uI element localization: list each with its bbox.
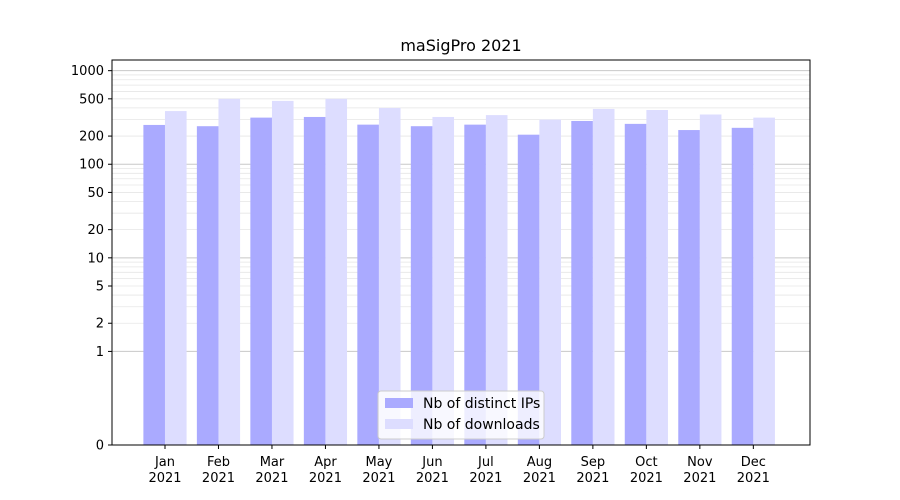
x-tick-label-year: 2021 — [148, 471, 181, 486]
y-tick-label: 5 — [96, 280, 104, 295]
y-axis: 0 1 2 5 10 20 50 100 200 500 1000 — [71, 64, 112, 454]
y-tick-label: 0 — [96, 439, 104, 454]
x-tick-label-month: Oct — [635, 455, 657, 470]
legend-swatch-distinct-ips — [385, 398, 413, 408]
legend: Nb of distinct IPs Nb of downloads — [377, 390, 545, 440]
x-tick-label-year: 2021 — [576, 471, 609, 486]
x-tick-label-month: Nov — [687, 455, 713, 470]
x-tick-label-month: Dec — [741, 455, 766, 470]
x-tick-label-month: Sep — [581, 455, 606, 470]
bar-downloads — [432, 116, 455, 446]
bar-downloads — [325, 98, 348, 446]
bar-distinct-ips — [517, 134, 540, 445]
bar-downloads — [378, 107, 401, 446]
x-tick-label-year: 2021 — [469, 471, 502, 486]
bar-downloads — [164, 111, 187, 445]
x-tick-label-month: Feb — [207, 455, 230, 470]
bar-distinct-ips — [250, 117, 272, 445]
y-tick-label: 100 — [79, 158, 104, 173]
legend-label-downloads: Nb of downloads — [423, 417, 540, 433]
x-tick-label-month: May — [365, 455, 392, 470]
x-tick-label-year: 2021 — [416, 471, 449, 486]
x-tick-label-month: Jul — [477, 455, 494, 470]
x-tick-label-year: 2021 — [630, 471, 663, 486]
x-tick-label-month: Apr — [314, 455, 337, 470]
y-tick-label: 20 — [87, 223, 104, 238]
bar-distinct-ips — [410, 126, 433, 445]
bar-distinct-ips — [624, 123, 647, 445]
x-tick-label-month: Mar — [260, 455, 285, 470]
bar-distinct-ips — [143, 124, 165, 445]
x-tick-label-year: 2021 — [255, 471, 288, 486]
y-tick-label: 1 — [96, 345, 104, 360]
bar-distinct-ips — [571, 120, 593, 445]
y-tick-label: 10 — [87, 251, 104, 266]
plot-frame — [111, 59, 811, 446]
bar-distinct-ips — [678, 130, 700, 445]
bar-downloads — [485, 115, 508, 446]
bar-distinct-ips — [357, 124, 379, 445]
y-tick-label: 500 — [79, 92, 104, 107]
bar-downloads — [218, 98, 241, 446]
bar-downloads — [699, 114, 722, 445]
x-axis: Jan2021Feb2021Mar2021Apr2021May2021Jun20… — [148, 445, 770, 486]
x-tick-label-month: Aug — [527, 455, 552, 470]
bar-distinct-ips — [731, 127, 754, 445]
bar-downloads — [539, 119, 561, 446]
x-tick-label-month: Jan — [154, 455, 175, 470]
x-tick-label-year: 2021 — [523, 471, 556, 486]
bar-distinct-ips — [464, 124, 486, 445]
y-tick-label: 200 — [79, 130, 104, 145]
x-tick-label-month: Jun — [421, 455, 442, 470]
bar-distinct-ips — [303, 116, 326, 446]
bar-downloads — [646, 109, 668, 446]
x-tick-label-year: 2021 — [737, 471, 770, 486]
y-tick-label: 50 — [87, 186, 104, 201]
x-tick-label-year: 2021 — [309, 471, 342, 486]
legend-swatch-downloads — [385, 419, 413, 429]
bar-downloads — [271, 100, 294, 446]
legend-label-distinct-ips: Nb of distinct IPs — [423, 396, 540, 412]
bar-downloads — [753, 117, 775, 445]
x-tick-label-year: 2021 — [362, 471, 395, 486]
y-tick-label: 2 — [96, 317, 104, 332]
bar-distinct-ips — [196, 126, 219, 445]
x-tick-label-year: 2021 — [202, 471, 235, 486]
chart-title: maSigPro 2021 — [400, 36, 521, 55]
x-tick-label-year: 2021 — [683, 471, 716, 486]
y-tick-label: 1000 — [71, 64, 104, 79]
legend-box — [377, 390, 545, 440]
bar-downloads — [592, 108, 615, 446]
bars — [143, 98, 775, 446]
